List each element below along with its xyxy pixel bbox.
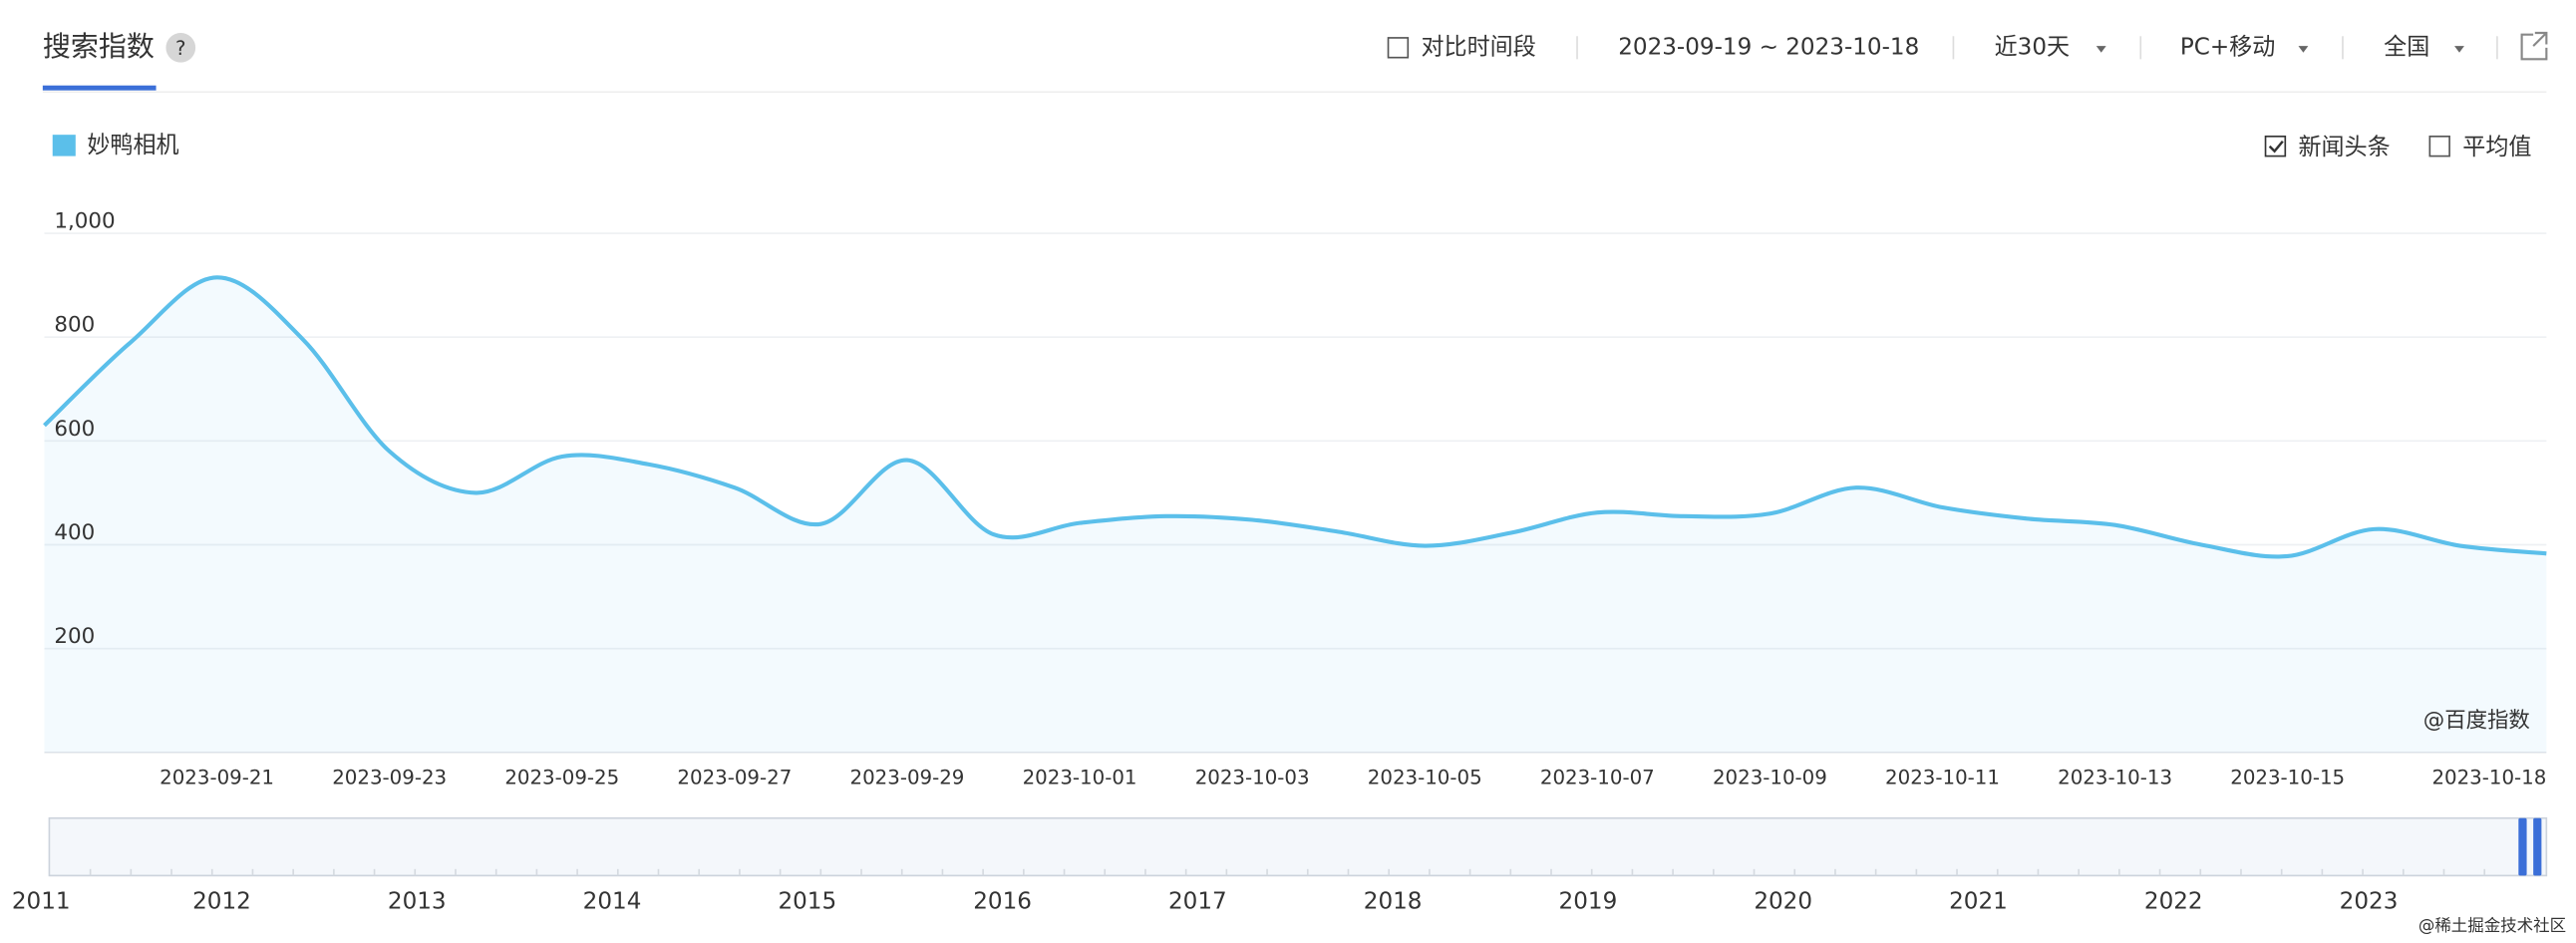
x-tick-label: 2023-10-13 xyxy=(2058,767,2172,789)
news-checkbox[interactable] xyxy=(2264,135,2287,157)
y-tick-label: 800 xyxy=(54,313,95,338)
legend-label[interactable]: 妙鸭相机 xyxy=(87,133,178,158)
year-label: 2012 xyxy=(192,888,251,914)
average-checkbox[interactable] xyxy=(2428,135,2450,157)
year-label: 2020 xyxy=(1754,888,1812,914)
year-label: 2013 xyxy=(388,888,447,914)
help-icon[interactable] xyxy=(165,32,196,63)
navigator-handle[interactable] xyxy=(2533,817,2542,876)
y-tick-label: 600 xyxy=(54,417,95,442)
year-label: 2022 xyxy=(2144,888,2203,914)
year-label: 2017 xyxy=(1168,888,1227,914)
x-tick-label: 2023-09-29 xyxy=(850,767,965,789)
x-tick-label: 2023-09-21 xyxy=(160,767,274,789)
x-tick-label: 2023-09-25 xyxy=(504,767,619,789)
x-tick-label: 2023-10-11 xyxy=(1885,767,2000,789)
dropdown-arrow xyxy=(2095,46,2106,53)
year-label: 2016 xyxy=(973,888,1032,914)
year-label: 2018 xyxy=(1364,888,1423,914)
check-mark xyxy=(2268,140,2284,154)
year-label: 2011 xyxy=(12,888,71,914)
export-icon[interactable] xyxy=(2520,31,2548,61)
date-range[interactable]: 2023-09-19 ~ 2023-10-18 xyxy=(1618,34,1919,60)
line xyxy=(43,275,2547,559)
x-tick-label: 2023-10-18 xyxy=(2431,767,2546,789)
x-tick-label: 2023-09-23 xyxy=(332,767,447,789)
year-label: 2014 xyxy=(583,888,642,914)
compare-label[interactable]: 对比时间段 xyxy=(1421,34,1535,60)
navigator[interactable] xyxy=(48,816,2548,877)
x-tick-label: 2023-10-15 xyxy=(2230,767,2345,789)
news-label[interactable]: 新闻头条 xyxy=(2298,135,2390,160)
tab-underline xyxy=(42,85,157,91)
legend-swatch[interactable] xyxy=(52,135,76,157)
x-tick-label: 2023-10-03 xyxy=(1195,767,1310,789)
x-tick-label: 2023-10-07 xyxy=(1540,767,1655,789)
year-label: 2023 xyxy=(2340,888,2399,914)
tab-title[interactable]: 搜索指数 xyxy=(43,30,155,63)
y-tick-label: 400 xyxy=(54,520,95,545)
x-tick-label: 2023-10-01 xyxy=(1023,767,1137,789)
year-label: 2015 xyxy=(778,888,836,914)
dropdown-arrow xyxy=(2298,46,2309,53)
period-select[interactable]: 近30天 xyxy=(1995,34,2070,60)
help-text: ? xyxy=(175,37,185,60)
area xyxy=(44,277,2547,753)
footer-source: @稀土掘金技术社区 xyxy=(2418,916,2566,935)
x-tick-label: 2023-10-05 xyxy=(1368,767,1482,789)
average-label[interactable]: 平均值 xyxy=(2462,135,2531,160)
year-label: 2021 xyxy=(1949,888,2008,914)
year-label: 2019 xyxy=(1559,888,1618,914)
dropdown-arrow xyxy=(2454,46,2464,53)
device-select[interactable]: PC+移动 xyxy=(2180,34,2275,60)
navigator-handle[interactable] xyxy=(2518,817,2527,876)
x-tick-label: 2023-09-27 xyxy=(677,767,792,789)
region-select[interactable]: 全国 xyxy=(2384,34,2429,60)
compare-checkbox[interactable] xyxy=(1387,37,1410,59)
y-tick-label: 1,000 xyxy=(54,209,115,234)
watermark: @百度指数 xyxy=(2423,708,2530,733)
y-tick-label: 200 xyxy=(54,624,95,649)
x-tick-label: 2023-10-09 xyxy=(1713,767,1827,789)
